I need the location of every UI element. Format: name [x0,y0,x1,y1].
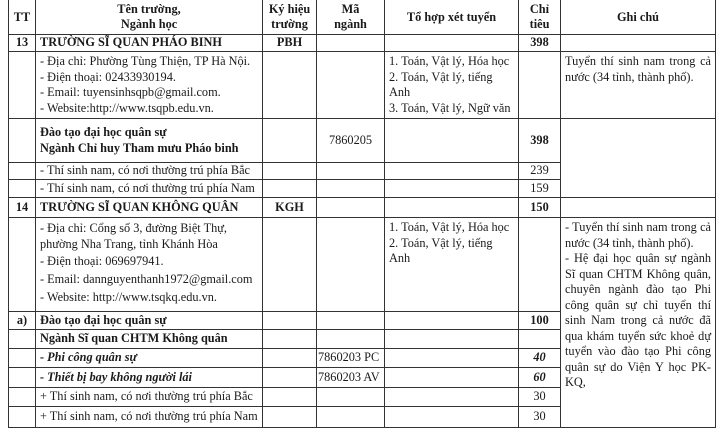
school-row: 14 TRƯỜNG SĨ QUAN KHÔNG QUÂN KGH 150 [8,197,716,218]
row-label: - Thí sinh nam, có nơi thường trú phía B… [35,162,263,180]
section-quota: 100 [518,311,561,330]
major-code: 7860205 [316,118,385,163]
school-code: KGH [262,197,317,218]
combo-list: 1. Toán, Vật lý, Hóa học 2. Toán, Vật lý… [384,217,519,312]
header-row: TT Tên trường, Ngành học Ký hiệu trường Mã… [8,0,716,35]
major-code: 7860203 PC [316,348,385,368]
major-name: Ngành Sĩ quan CHTM Không quân [35,329,263,349]
specialty-label: - Thiết bị bay không người lái [35,367,263,388]
program-quota: 398 [518,118,561,163]
school-row: 13 TRƯỜNG SĨ QUAN PHÁO BINH PBH 398 [8,34,716,52]
header-name: Tên trường, Ngành học [35,0,263,35]
program-name: Đào tạo đại học quân sự Ngành Chỉ huy Tha… [35,118,263,163]
row-label: + Thí sinh nam, có nơi thường trú phía B… [35,387,263,407]
header-tt: TT [8,0,36,35]
specialty-quota: 40 [518,348,561,368]
school-info-row: - Địa chỉ: Cổng số 3, đường Biệt Thự, ph… [8,217,716,428]
school-quota: 150 [518,197,561,218]
tt-cell: 13 [8,34,36,52]
note-cell: - Tuyển thí sinh nam trong cả nước (34 t… [560,217,716,428]
row-label: + Thí sinh nam, có nơi thường trú phía N… [35,406,263,428]
school-quota: 398 [518,34,561,52]
school-info-row: - Địa chỉ: Phường Tùng Thiện, TP Hà Nội.… [8,51,716,119]
school-info: - Địa chỉ: Phường Tùng Thiện, TP Hà Nội.… [35,51,263,119]
school-info: - Địa chỉ: Cổng số 3, đường Biệt Thự, ph… [35,217,263,312]
header-school-code: Ký hiệu trường [262,0,317,35]
admission-table: TT Tên trường, Ngành học Ký hiệu trường Mã… [8,0,716,428]
row-quota: 30 [518,406,561,428]
school-name: TRƯỜNG SĨ QUAN PHÁO BINH [35,34,263,52]
note-cell: Tuyển thí sinh nam trong cả nước (34 tỉn… [560,51,716,119]
header-quota: Chỉ tiêu [518,0,561,35]
header-combo: Tổ hợp xét tuyển [384,0,519,35]
row-quota: 30 [518,387,561,407]
school-code: PBH [262,34,317,52]
header-note: Ghi chú [560,0,716,35]
school-name: TRƯỜNG SĨ QUAN KHÔNG QUÂN [35,197,263,218]
combo-list: 1. Toán, Vật lý, Hóa học 2. Toán, Vật lý… [384,51,519,119]
table-row: - Thí sinh nam, có nơi thường trú phía B… [8,162,716,180]
tt-cell: 14 [8,197,36,218]
tt-cell: a) [8,311,36,330]
row-label: - Thí sinh nam, có nơi thường trú phía N… [35,179,263,198]
section-label: Đào tạo đại học quân sự [35,311,263,330]
specialty-label: - Phi công quân sự [35,348,263,368]
row-quota: 239 [518,162,561,180]
major-code: 7860203 AV [316,367,385,388]
table-row: + Thí sinh nam, có nơi thường trú phía N… [8,406,716,428]
header-major-code: Mã ngành [316,0,385,35]
program-row: Đào tạo đại học quân sự Ngành Chỉ huy Tha… [8,118,716,198]
row-quota: 159 [518,179,561,198]
specialty-quota: 60 [518,367,561,388]
